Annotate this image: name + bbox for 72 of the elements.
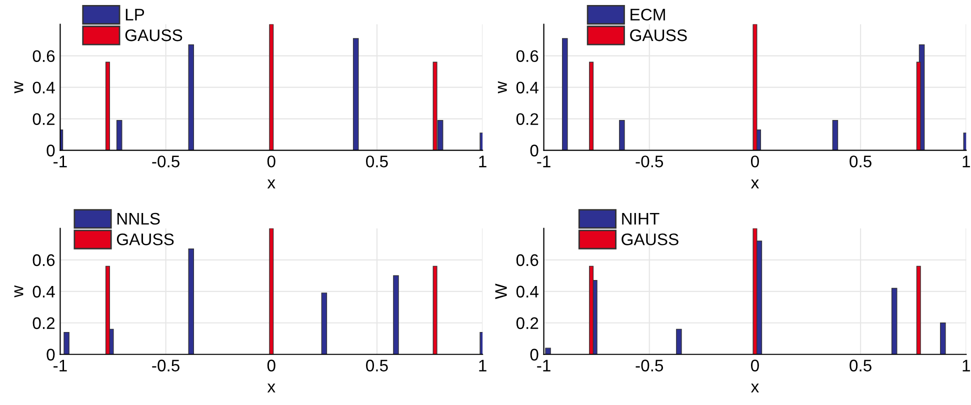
x-tick-label: 0 <box>750 360 759 372</box>
bar <box>832 120 838 150</box>
x-tick-label: 1 <box>962 156 970 168</box>
x-tick-label: -1 <box>537 156 550 168</box>
bar <box>352 38 359 150</box>
legend-label: LP <box>126 8 144 20</box>
bar <box>105 62 110 150</box>
y-axis-title: W <box>495 284 507 300</box>
y-tick-label: 0.2 <box>32 317 55 330</box>
bar <box>589 266 594 354</box>
y-tick-label: 0.4 <box>516 82 538 94</box>
legend-label: NNLS <box>117 212 160 225</box>
bar <box>432 266 438 354</box>
x-tick-label: 1 <box>479 156 486 168</box>
legend-label: GAUSS <box>630 29 687 42</box>
x-axis-title: x <box>267 384 276 392</box>
bar <box>562 38 568 150</box>
x-tick-label: 0 <box>750 156 759 168</box>
x-tick-label: -0.5 <box>636 156 664 168</box>
y-tick-label: 0.6 <box>516 50 538 62</box>
x-tick-label: 0.5 <box>366 156 388 168</box>
y-axis-title: w <box>14 285 24 298</box>
y-tick-label: 0.2 <box>516 317 538 330</box>
legend-label: GAUSS <box>116 233 174 246</box>
bar <box>64 332 70 354</box>
y-tick-label: 0.2 <box>32 113 55 125</box>
y-tick-label: 0.2 <box>516 113 538 125</box>
x-tick-label: -0.5 <box>152 360 180 372</box>
y-tick-label: 0 <box>530 348 538 361</box>
x-tick-label: -1 <box>54 360 67 372</box>
x-tick-label: 0.5 <box>850 156 872 168</box>
y-tick-label: 0 <box>46 348 55 361</box>
y-tick-label: 0 <box>530 144 538 156</box>
x-tick-label: -1 <box>54 156 67 168</box>
legend-label: ECM <box>630 8 665 21</box>
bar <box>589 62 594 150</box>
bar <box>105 266 110 354</box>
bar <box>545 348 551 354</box>
bar <box>321 292 328 354</box>
x-tick-label: 0 <box>267 360 276 372</box>
x-tick-label: -0.5 <box>636 360 664 372</box>
bar <box>188 44 194 150</box>
bar <box>116 120 122 150</box>
bar <box>940 322 946 354</box>
x-tick-label: -0.5 <box>152 156 180 168</box>
y-tick-label: 0 <box>46 144 55 156</box>
y-tick-label: 0.6 <box>32 50 55 62</box>
x-tick-label: 0.5 <box>850 360 872 372</box>
x-tick-label: 0.5 <box>366 360 388 372</box>
y-tick-label: 0.6 <box>516 254 538 266</box>
legend-label: GAUSS <box>125 29 182 42</box>
x-axis-title: x <box>267 180 276 188</box>
y-tick-label: 0.4 <box>32 82 55 94</box>
y-axis-title: w <box>14 81 24 94</box>
bar <box>891 288 898 354</box>
legend-label: NIHT <box>622 212 660 224</box>
bar <box>676 328 682 354</box>
bar <box>393 275 399 354</box>
x-tick-label: 0 <box>267 156 276 168</box>
x-axis-title: x <box>750 180 759 188</box>
bar <box>188 248 194 354</box>
y-tick-label: 0.4 <box>516 286 538 298</box>
legend-label: GAUSS <box>622 233 678 246</box>
x-axis-title: x <box>750 384 759 392</box>
x-tick-label: 1 <box>962 360 970 372</box>
y-axis-title: w <box>498 81 507 94</box>
bar <box>619 120 625 150</box>
y-tick-label: 0.6 <box>32 254 55 266</box>
bar <box>916 266 921 354</box>
x-tick-label: -1 <box>537 360 550 372</box>
y-tick-label: 0.4 <box>32 286 55 298</box>
x-tick-label: 1 <box>479 360 486 372</box>
